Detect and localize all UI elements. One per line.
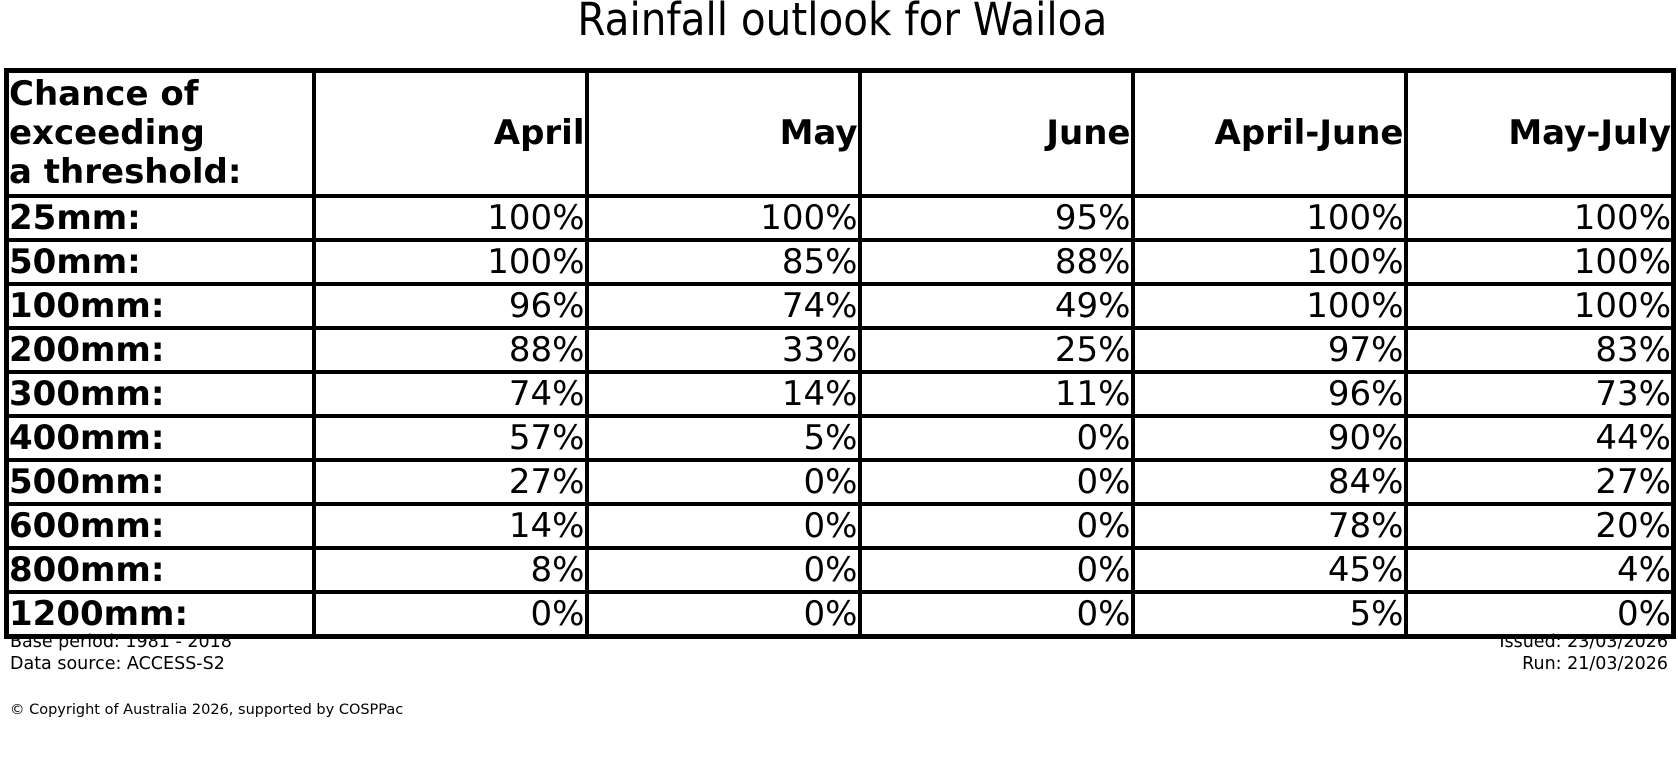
value-cell: 0% (857, 545, 1135, 594)
run-date-text: Run: 21/03/2026 (1522, 654, 1668, 674)
value-cell: 88% (311, 325, 589, 374)
value-cell: 74% (311, 369, 589, 418)
table-row-25mm: 25mm: 100% 100% 95% 100% 100% (4, 193, 1676, 242)
threshold-label: 600mm: (4, 501, 316, 550)
threshold-label: 50mm: (4, 237, 316, 286)
column-header-april: April (311, 68, 589, 198)
value-cell: 100% (311, 193, 589, 242)
value-cell: 97% (1130, 325, 1408, 374)
corner-line-2: exceeding (9, 112, 205, 153)
table-row-50mm: 50mm: 100% 85% 88% 100% 100% (4, 237, 1676, 286)
value-cell: 14% (311, 501, 589, 550)
rainfall-outlook-table: Chance of exceeding a threshold: April M… (4, 68, 1676, 639)
copyright-text: © Copyright of Australia 2026, supported… (10, 702, 404, 718)
column-header-may-july: May-July (1403, 68, 1676, 198)
threshold-label: 800mm: (4, 545, 316, 594)
threshold-label: 1200mm: (4, 589, 316, 638)
value-cell: 5% (1130, 589, 1408, 638)
value-cell: 85% (584, 237, 862, 286)
value-cell: 0% (857, 413, 1135, 462)
value-cell: 0% (857, 501, 1135, 550)
column-header-june: June (857, 68, 1135, 198)
data-source-text: Data source: ACCESS-S2 (10, 654, 225, 674)
corner-line-3: a threshold: (9, 151, 242, 192)
value-cell: 20% (1403, 501, 1676, 550)
value-cell: 0% (584, 457, 862, 506)
table-row-400mm: 400mm: 57% 5% 0% 90% 44% (4, 413, 1676, 462)
value-cell: 100% (1130, 193, 1408, 242)
issued-date-text: Issued: 23/03/2026 (1499, 632, 1668, 652)
table-row-600mm: 600mm: 14% 0% 0% 78% 20% (4, 501, 1676, 550)
value-cell: 88% (857, 237, 1135, 286)
value-cell: 27% (1403, 457, 1676, 506)
threshold-label: 100mm: (4, 281, 316, 330)
value-cell: 0% (1403, 589, 1676, 638)
value-cell: 14% (584, 369, 862, 418)
threshold-label: 25mm: (4, 193, 316, 242)
value-cell: 95% (857, 193, 1135, 242)
threshold-label: 400mm: (4, 413, 316, 462)
value-cell: 27% (311, 457, 589, 506)
footer-left-block: Base period: 1981 - 2018 Data source: AC… (10, 631, 232, 675)
value-cell: 100% (1403, 193, 1676, 242)
threshold-label: 500mm: (4, 457, 316, 506)
table-row-300mm: 300mm: 74% 14% 11% 96% 73% (4, 369, 1676, 418)
value-cell: 5% (584, 413, 862, 462)
value-cell: 57% (311, 413, 589, 462)
value-cell: 100% (1130, 281, 1408, 330)
value-cell: 74% (584, 281, 862, 330)
table-row-200mm: 200mm: 88% 33% 25% 97% 83% (4, 325, 1676, 374)
value-cell: 100% (311, 237, 589, 286)
footer-right-block: Issued: 23/03/2026 Run: 21/03/2026 (1499, 631, 1668, 675)
corner-line-1: Chance of (9, 73, 199, 114)
value-cell: 0% (584, 501, 862, 550)
value-cell: 73% (1403, 369, 1676, 418)
threshold-label: 300mm: (4, 369, 316, 418)
value-cell: 100% (584, 193, 862, 242)
value-cell: 44% (1403, 413, 1676, 462)
value-cell: 0% (584, 545, 862, 594)
column-header-may: May (584, 68, 862, 198)
value-cell: 78% (1130, 501, 1408, 550)
value-cell: 83% (1403, 325, 1676, 374)
value-cell: 96% (1130, 369, 1408, 418)
corner-header-cell: Chance of exceeding a threshold: (4, 68, 316, 198)
page-title: Rainfall outlook for Wailoa (577, 0, 1108, 46)
base-period-text: Base period: 1981 - 2018 (10, 632, 232, 652)
threshold-label: 200mm: (4, 325, 316, 374)
value-cell: 33% (584, 325, 862, 374)
value-cell: 8% (311, 545, 589, 594)
value-cell: 49% (857, 281, 1135, 330)
value-cell: 4% (1403, 545, 1676, 594)
value-cell: 0% (584, 589, 862, 638)
table-row-500mm: 500mm: 27% 0% 0% 84% 27% (4, 457, 1676, 506)
value-cell: 0% (857, 589, 1135, 638)
table-row-800mm: 800mm: 8% 0% 0% 45% 4% (4, 545, 1676, 594)
header-row: Chance of exceeding a threshold: April M… (4, 68, 1676, 198)
value-cell: 100% (1403, 237, 1676, 286)
value-cell: 100% (1403, 281, 1676, 330)
value-cell: 90% (1130, 413, 1408, 462)
value-cell: 84% (1130, 457, 1408, 506)
value-cell: 25% (857, 325, 1135, 374)
value-cell: 45% (1130, 545, 1408, 594)
value-cell: 0% (311, 589, 589, 638)
table-row-1200mm: 1200mm: 0% 0% 0% 5% 0% (4, 589, 1676, 638)
value-cell: 96% (311, 281, 589, 330)
table-row-100mm: 100mm: 96% 74% 49% 100% 100% (4, 281, 1676, 330)
column-header-april-june: April-June (1130, 68, 1408, 198)
value-cell: 11% (857, 369, 1135, 418)
value-cell: 100% (1130, 237, 1408, 286)
value-cell: 0% (857, 457, 1135, 506)
